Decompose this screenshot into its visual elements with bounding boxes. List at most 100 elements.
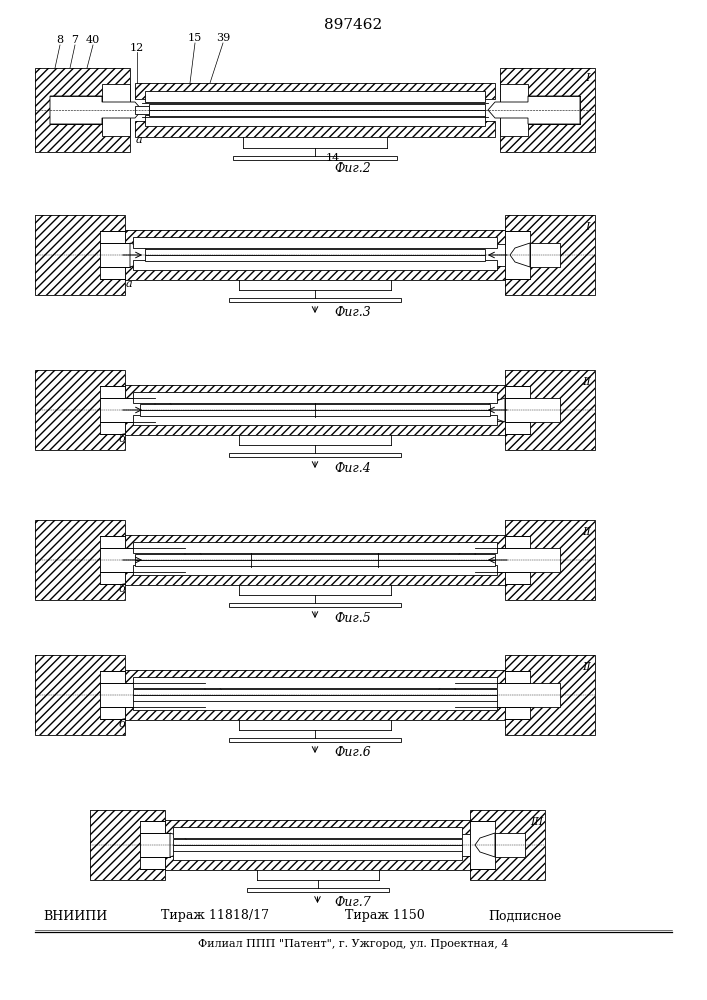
Text: Филиал ППП "Патент", г. Ужгород, ул. Проектная, 4: Филиал ППП "Патент", г. Ужгород, ул. Про… [198,939,508,949]
Bar [100,536,125,584]
Text: Фиг.4: Фиг.4 [334,462,371,475]
Bar [229,603,401,607]
Bar [505,520,595,600]
Bar [140,410,490,416]
Bar [125,670,505,684]
Text: II: II [583,377,591,387]
Polygon shape [475,833,495,857]
Bar [233,156,397,160]
Bar [35,520,125,600]
Bar [145,255,485,261]
Bar [100,671,125,719]
Bar [505,655,595,735]
Bar [165,856,470,870]
Text: 7: 7 [71,35,78,45]
Text: Фиг.7: Фиг.7 [334,896,371,910]
Bar [140,833,170,857]
Text: Тираж 11818/17: Тираж 11818/17 [161,910,269,922]
Text: б: б [119,719,125,729]
Bar [90,810,165,880]
Bar [505,215,595,295]
Bar [125,230,505,244]
Text: 40: 40 [86,35,100,45]
Bar [133,695,497,701]
Bar [35,68,130,152]
Bar [528,96,580,124]
Bar [125,266,505,280]
Bar [133,260,497,270]
Text: Фиг.3: Фиг.3 [334,306,371,320]
Bar [505,231,530,279]
Bar [125,385,505,399]
Text: 8: 8 [57,35,64,45]
Text: III: III [530,817,544,827]
Bar [149,104,485,110]
Bar [165,820,470,834]
Polygon shape [435,683,455,707]
Bar [35,68,130,152]
Text: Фиг.6: Фиг.6 [334,746,371,760]
Bar [135,106,149,114]
Bar [505,520,595,600]
Bar [145,249,485,255]
Bar [35,215,125,295]
Bar [125,266,505,280]
Bar [165,820,470,834]
Bar [35,520,125,600]
Bar [173,850,462,860]
Bar [125,670,505,684]
Text: 12: 12 [130,43,144,53]
Bar [133,689,497,695]
Bar [125,571,505,585]
Bar [530,243,560,267]
Bar [500,84,528,136]
Bar [133,392,497,403]
Bar [125,385,505,399]
Bar [133,415,497,425]
Text: Подписное: Подписное [489,910,561,922]
Text: I: I [585,222,589,232]
Polygon shape [50,96,142,124]
Text: Фиг.5: Фиг.5 [334,611,371,624]
Bar [145,91,485,102]
Polygon shape [510,243,530,267]
Bar [470,821,495,869]
Bar [229,738,401,742]
Bar [35,370,125,450]
Bar [90,810,165,880]
Bar [500,68,595,152]
Bar [35,655,125,735]
Polygon shape [155,398,175,422]
Bar [35,215,125,295]
Text: б: б [119,434,125,444]
Bar [100,243,130,267]
Text: б: б [119,584,125,594]
Polygon shape [185,548,205,572]
Text: II: II [583,527,591,537]
Text: a: a [136,135,142,145]
Bar [135,121,495,137]
Bar [125,571,505,585]
Text: Фиг.2: Фиг.2 [334,161,371,174]
Bar [470,810,545,880]
Bar [505,370,595,450]
Text: ВНИИПИ: ВНИИПИ [43,910,107,922]
Bar [133,542,497,553]
Polygon shape [455,548,475,572]
Text: I: I [585,73,589,83]
Text: Тираж 1150: Тираж 1150 [345,910,425,922]
Bar [135,83,495,99]
Bar [125,230,505,244]
Bar [135,83,495,99]
Bar [100,386,125,434]
Bar [229,298,401,302]
Bar [145,115,485,126]
Bar [100,398,155,422]
Bar [229,453,401,457]
Bar [135,554,495,560]
Bar [247,888,389,892]
Bar [149,110,485,116]
Bar [125,535,505,549]
Bar [475,548,560,572]
Bar [505,671,530,719]
